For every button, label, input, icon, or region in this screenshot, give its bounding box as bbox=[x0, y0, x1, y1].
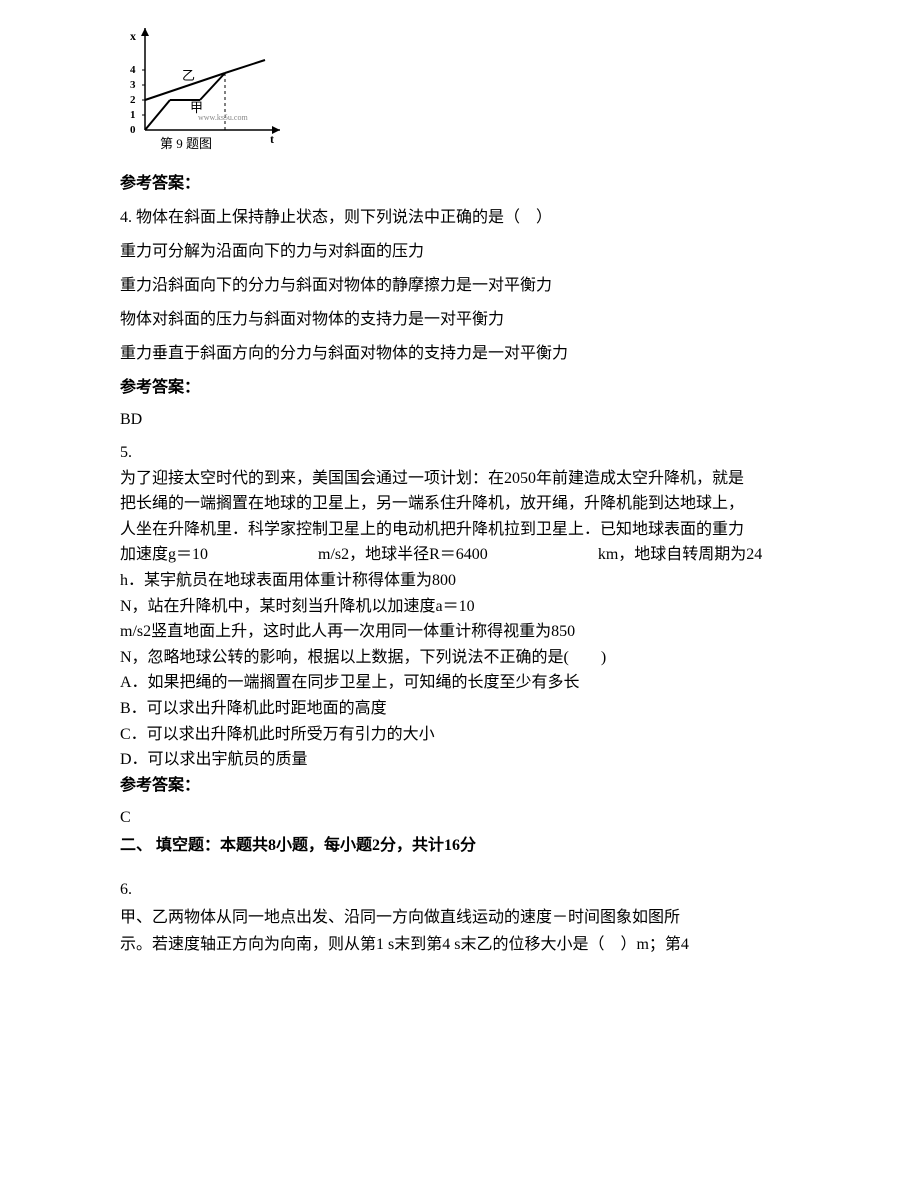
svg-text:2: 2 bbox=[130, 94, 136, 106]
q4-stem: 4. 物体在斜面上保持静止状态，则下列说法中正确的是（ ） bbox=[120, 206, 800, 230]
q5-line4c: km，地球自转周期为24 bbox=[598, 546, 762, 563]
q5-number: 5. bbox=[120, 440, 800, 466]
section2-header: 二、 填空题：本题共8小题，每小题2分，共计16分 bbox=[120, 834, 800, 858]
svg-text:www.ks5u.com: www.ks5u.com bbox=[198, 113, 248, 122]
chart-svg: 0 1 2 3 4 x t 乙 甲 www.ks5u.com 第 9 题图 bbox=[120, 20, 285, 160]
q5-line5: h．某宇航员在地球表面用体重计称得体重为800 bbox=[120, 568, 800, 594]
svg-text:第 9 题图: 第 9 题图 bbox=[160, 136, 212, 151]
q5-line4b: m/s2，地球半径R＝6400 bbox=[318, 546, 488, 563]
q5-line7: m/s2竖直地面上升，这时此人再一次用同一体重计称得视重为850 bbox=[120, 619, 800, 645]
q5-line6: N，站在升降机中，某时刻当升降机以加速度a＝10 bbox=[120, 594, 800, 620]
q4-option-c: 物体对斜面的压力与斜面对物体的支持力是一对平衡力 bbox=[120, 308, 800, 332]
q5-option-b: B．可以求出升降机此时距地面的高度 bbox=[120, 696, 800, 722]
svg-text:0: 0 bbox=[130, 124, 136, 136]
svg-text:x: x bbox=[130, 29, 136, 43]
q4-answer-label: 参考答案： bbox=[120, 376, 800, 400]
svg-text:1: 1 bbox=[130, 109, 136, 121]
q3-answer-label: 参考答案： bbox=[120, 172, 800, 196]
q5-option-a: A．如果把绳的一端搁置在同步卫星上，可知绳的长度至少有多长 bbox=[120, 670, 800, 696]
q5-option-d: D．可以求出宇航员的质量 bbox=[120, 747, 800, 773]
q4-option-b: 重力沿斜面向下的分力与斜面对物体的静摩擦力是一对平衡力 bbox=[120, 274, 800, 298]
q5-line2: 把长绳的一端搁置在地球的卫星上，另一端系住升降机，放开绳，升降机能到达地球上， bbox=[120, 491, 800, 517]
svg-text:乙: 乙 bbox=[182, 68, 195, 83]
q6-number: 6. bbox=[120, 876, 800, 903]
q5-answer-label: 参考答案： bbox=[120, 773, 800, 799]
q6-block: 6. 甲、乙两物体从同一地点出发、沿同一方向做直线运动的速度－时间图象如图所 示… bbox=[120, 876, 800, 958]
svg-text:4: 4 bbox=[130, 64, 136, 76]
q5-block: 5. 为了迎接太空时代的到来，美国国会通过一项计划：在2050年前建造成太空升降… bbox=[120, 440, 800, 798]
q5-line1: 为了迎接太空时代的到来，美国国会通过一项计划：在2050年前建造成太空升降机，就… bbox=[120, 466, 800, 492]
spacer bbox=[120, 858, 800, 876]
q4-option-d: 重力垂直于斜面方向的分力与斜面对物体的支持力是一对平衡力 bbox=[120, 342, 800, 366]
q5-line3: 人坐在升降机里．科学家控制卫星上的电动机把升降机拉到卫星上．已知地球表面的重力 bbox=[120, 517, 800, 543]
q4-option-a: 重力可分解为沿面向下的力与对斜面的压力 bbox=[120, 240, 800, 264]
svg-text:t: t bbox=[270, 132, 274, 146]
q5-line4: 加速度g＝10 m/s2，地球半径R＝6400 km，地球自转周期为24 bbox=[120, 542, 800, 568]
q5-line8: N，忽略地球公转的影响，根据以上数据，下列说法不正确的是( ) bbox=[120, 645, 800, 671]
svg-text:3: 3 bbox=[130, 79, 136, 91]
q5-answer: C bbox=[120, 806, 800, 830]
q3-chart: 0 1 2 3 4 x t 乙 甲 www.ks5u.com 第 9 题图 bbox=[120, 20, 800, 160]
q6-line1: 甲、乙两物体从同一地点出发、沿同一方向做直线运动的速度－时间图象如图所 bbox=[120, 904, 800, 931]
q6-line2: 示。若速度轴正方向为向南，则从第1 s末到第4 s末乙的位移大小是（ ）m；第4 bbox=[120, 931, 800, 958]
q5-option-c: C．可以求出升降机此时所受万有引力的大小 bbox=[120, 722, 800, 748]
q4-answer: BD bbox=[120, 408, 800, 432]
q5-line4a: 加速度g＝10 bbox=[120, 546, 208, 563]
